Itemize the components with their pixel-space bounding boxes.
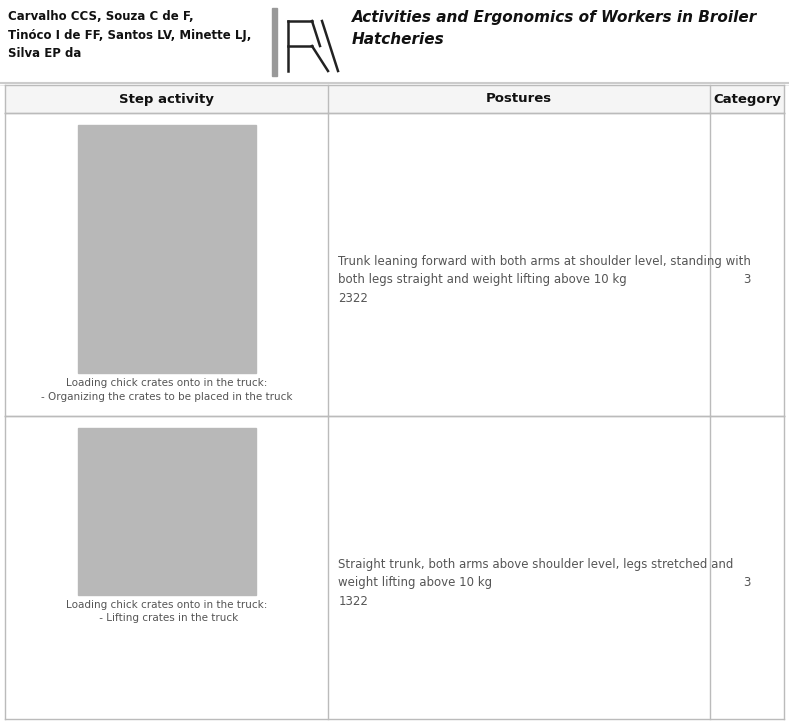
Text: Trunk leaning forward with both arms at shoulder level, standing with
both legs : Trunk leaning forward with both arms at … bbox=[338, 255, 751, 305]
Bar bbox=[78, 125, 256, 373]
Text: Step activity: Step activity bbox=[119, 92, 214, 105]
Text: Loading chick crates onto in the truck:
- Organizing the crates to be placed in : Loading chick crates onto in the truck: … bbox=[41, 379, 293, 402]
Text: Activities and Ergonomics of Workers in Broiler
Hatcheries: Activities and Ergonomics of Workers in … bbox=[352, 10, 757, 47]
Bar bbox=[78, 428, 256, 595]
Text: Postures: Postures bbox=[486, 92, 552, 105]
Bar bbox=[272, 8, 277, 76]
Bar bbox=[5, 416, 784, 719]
Bar bbox=[5, 113, 784, 416]
Text: Carvalho CCS, Souza C de F,
Tinóco I de FF, Santos LV, Minette LJ,
Silva EP da: Carvalho CCS, Souza C de F, Tinóco I de … bbox=[8, 10, 252, 60]
Text: Category: Category bbox=[713, 92, 781, 105]
Text: Loading chick crates onto in the truck:
 - Lifting crates in the truck: Loading chick crates onto in the truck: … bbox=[66, 600, 267, 623]
Text: Straight trunk, both arms above shoulder level, legs stretched and
weight liftin: Straight trunk, both arms above shoulder… bbox=[338, 557, 734, 608]
Bar bbox=[5, 85, 784, 113]
Text: 3: 3 bbox=[743, 576, 750, 589]
Text: 3: 3 bbox=[743, 273, 750, 286]
